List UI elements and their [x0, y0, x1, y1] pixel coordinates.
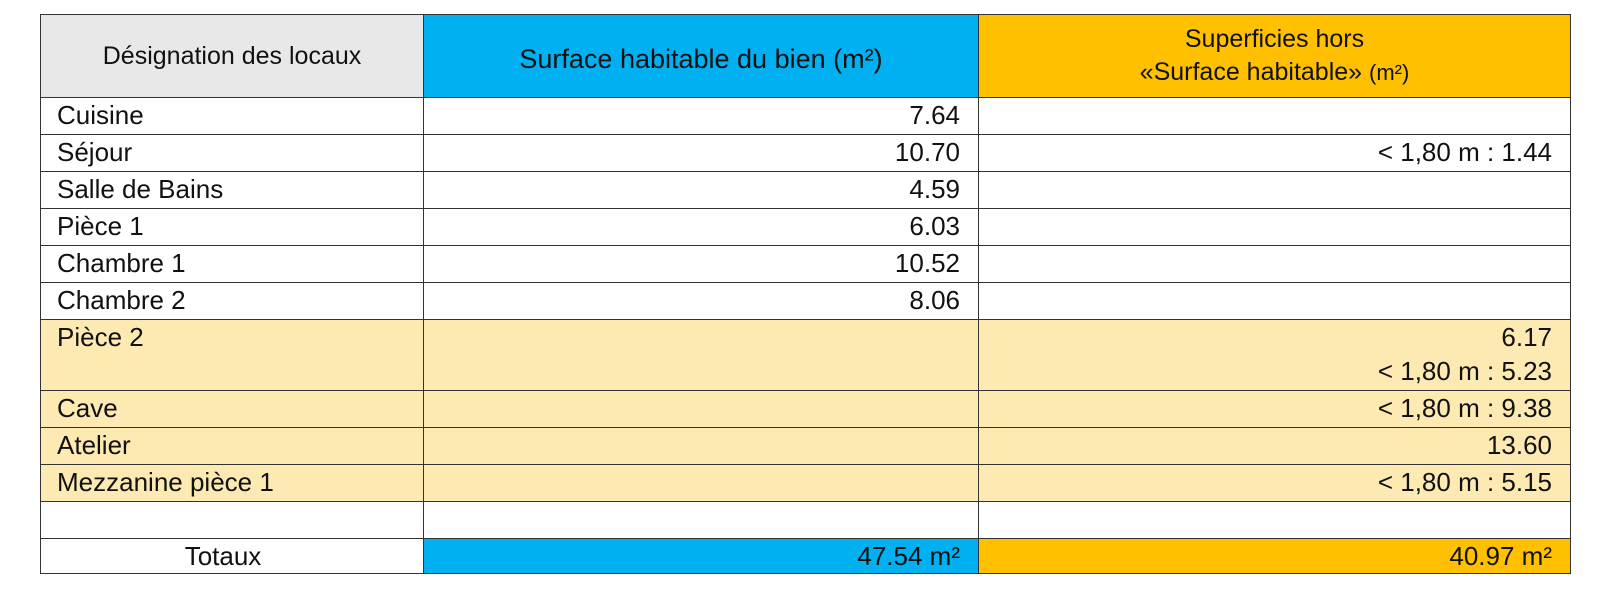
header-hors-line1: Superficies hors: [1184, 25, 1365, 53]
room-name: Cuisine: [40, 97, 424, 135]
hors-value: < 1,80 m : 5.15: [978, 464, 1571, 502]
totals-row: Totaux 47.54 m² 40.97 m²: [40, 538, 1571, 574]
header-designation: Désignation des locaux: [40, 14, 424, 98]
hors-value: [978, 97, 1571, 135]
surface-table: Désignation des locaux Surface habitable…: [40, 14, 1571, 574]
room-name: Mezzanine pièce 1: [40, 464, 424, 502]
empty-cell: [978, 501, 1571, 539]
room-name: Chambre 2: [40, 282, 424, 320]
habitable-value: 4.59: [423, 171, 979, 209]
empty-cell: [423, 501, 979, 539]
table-row: Pièce 1 6.03: [40, 208, 1571, 246]
habitable-value: [423, 319, 979, 391]
room-name: Salle de Bains: [40, 171, 424, 209]
habitable-value: 7.64: [423, 97, 979, 135]
habitable-value: 8.06: [423, 282, 979, 320]
table-row: Salle de Bains 4.59: [40, 171, 1571, 209]
total-habitable: 47.54 m²: [423, 538, 979, 574]
table-row: Cuisine 7.64: [40, 97, 1571, 135]
hors-value: 6.17 < 1,80 m : 5.23: [978, 319, 1571, 391]
header-row: Désignation des locaux Surface habitable…: [40, 14, 1571, 98]
habitable-value: 6.03: [423, 208, 979, 246]
empty-cell: [40, 501, 424, 539]
hors-value: [978, 245, 1571, 283]
room-name: Cave: [40, 390, 424, 428]
empty-row: [40, 501, 1571, 539]
room-name: Pièce 2: [40, 319, 424, 391]
header-surface-habitable: Surface habitable du bien (m²): [423, 14, 979, 98]
habitable-value: [423, 390, 979, 428]
habitable-value: [423, 464, 979, 502]
room-name: Atelier: [40, 427, 424, 465]
hors-value: [978, 171, 1571, 209]
hors-value: < 1,80 m : 9.38: [978, 390, 1571, 428]
hors-value-line2: < 1,80 m : 5.23: [1377, 356, 1552, 386]
table-row: Cave < 1,80 m : 9.38: [40, 390, 1571, 428]
table-row: Chambre 2 8.06: [40, 282, 1571, 320]
habitable-value: 10.52: [423, 245, 979, 283]
room-name: Pièce 1: [40, 208, 424, 246]
habitable-value: 10.70: [423, 134, 979, 172]
header-superficies-hors: Superficies hors «Surface habitable» (m²…: [978, 14, 1571, 98]
hors-value: [978, 282, 1571, 320]
table-row: Pièce 2 6.17 < 1,80 m : 5.23: [40, 319, 1571, 391]
header-hors-line2: «Surface habitable»: [1139, 58, 1363, 86]
hors-value: < 1,80 m : 1.44: [978, 134, 1571, 172]
table-row: Séjour 10.70 < 1,80 m : 1.44: [40, 134, 1571, 172]
table-row: Atelier 13.60: [40, 427, 1571, 465]
total-hors: 40.97 m²: [978, 538, 1571, 574]
room-name: Chambre 1: [40, 245, 424, 283]
totals-label: Totaux: [40, 538, 424, 574]
hors-value-line1: 6.17: [1501, 322, 1552, 352]
hors-value: [978, 208, 1571, 246]
habitable-value: [423, 427, 979, 465]
hors-value: 13.60: [978, 427, 1571, 465]
header-hors-unit: (m²): [1369, 60, 1410, 85]
room-name: Séjour: [40, 134, 424, 172]
table-row: Chambre 1 10.52: [40, 245, 1571, 283]
table-row: Mezzanine pièce 1 < 1,80 m : 5.15: [40, 464, 1571, 502]
